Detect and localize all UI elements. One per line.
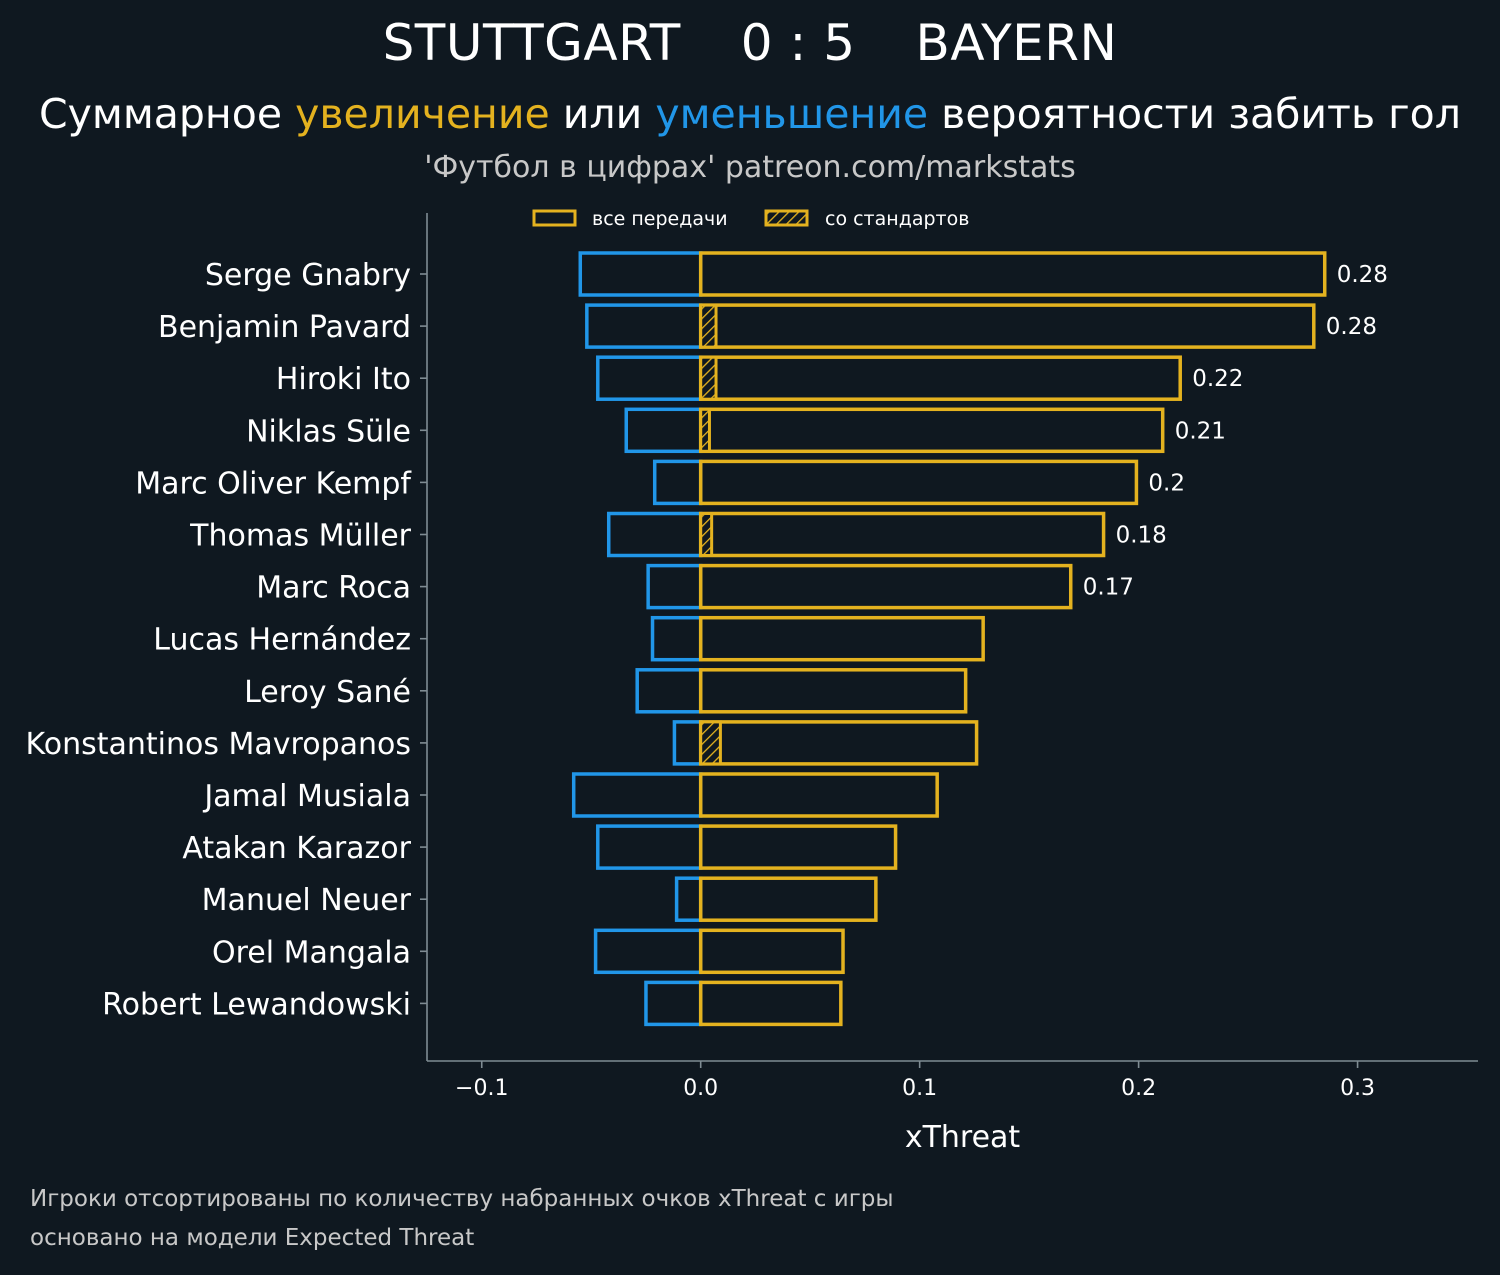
chart-subtitle: Суммарное увеличение или уменьшение веро… xyxy=(0,90,1500,138)
subtitle-increase-word: увеличение xyxy=(295,90,550,138)
increase-bar xyxy=(698,251,1327,297)
x-tick-label: −0.1 xyxy=(455,1076,508,1101)
increase-bar xyxy=(698,720,979,766)
player-label: Manuel Neuer xyxy=(202,883,412,918)
value-label: 0.2 xyxy=(1148,470,1185,496)
set-piece-bar xyxy=(699,407,711,453)
increase-bar xyxy=(698,511,1106,558)
set-piece-bar xyxy=(699,303,718,349)
decrease-bar xyxy=(624,407,703,454)
set-piece-bar xyxy=(699,355,718,401)
increase-bar xyxy=(698,668,968,714)
value-label: 0.21 xyxy=(1175,418,1226,444)
decrease-bar xyxy=(672,720,703,766)
footnote-sorting: Игроки отсортированы по количеству набра… xyxy=(30,1186,894,1212)
decrease-bar xyxy=(606,511,703,558)
player-label: Robert Lewandowski xyxy=(102,987,411,1022)
player-label: Leroy Sané xyxy=(244,675,411,710)
decrease-bar xyxy=(596,824,703,870)
increase-bar xyxy=(698,824,898,870)
increase-bar xyxy=(698,772,939,818)
legend-swatch-all-passes xyxy=(532,209,577,227)
player-label: Thomas Müller xyxy=(189,519,411,554)
increase-bar xyxy=(698,355,1182,401)
decrease-bar xyxy=(646,563,703,610)
player-label: Atakan Karazor xyxy=(182,831,411,866)
increase-bar xyxy=(698,928,845,975)
legend-label-set-pieces: со стандартов xyxy=(825,208,969,230)
increase-bar xyxy=(698,459,1139,506)
subtitle-decrease-word: уменьшение xyxy=(655,90,929,138)
footnote-model: основано на модели Expected Threat xyxy=(30,1225,475,1251)
player-label: Orel Mangala xyxy=(212,935,411,970)
x-tick-label: 0.0 xyxy=(683,1076,718,1101)
set-piece-bar xyxy=(699,720,722,766)
player-label: Marc Roca xyxy=(256,571,411,606)
increase-bar xyxy=(698,615,985,662)
player-label: Serge Gnabry xyxy=(205,258,411,293)
home-team: STUTTGART xyxy=(382,14,681,72)
value-label: 0.28 xyxy=(1337,262,1388,288)
increase-bar xyxy=(698,876,878,922)
player-label: Jamal Musiala xyxy=(202,779,411,814)
decrease-bar xyxy=(674,876,703,922)
value-label: 0.18 xyxy=(1116,523,1167,549)
value-label: 0.22 xyxy=(1192,366,1243,392)
decrease-bar xyxy=(585,303,703,349)
increase-bar xyxy=(698,407,1165,454)
match-score: 0 : 5 xyxy=(740,14,856,72)
subtitle-part2: или xyxy=(549,90,656,138)
decrease-bar xyxy=(635,668,703,714)
decrease-bar xyxy=(650,615,703,662)
player-label: Niklas Süle xyxy=(246,414,411,449)
set-piece-bar xyxy=(699,512,714,557)
x-axis-label: xThreat xyxy=(905,1120,1021,1155)
x-tick-label: 0.3 xyxy=(1340,1076,1375,1101)
match-score-title: STUTTGART 0 : 5 BAYERN xyxy=(0,14,1500,72)
x-tick-label: 0.2 xyxy=(1121,1076,1156,1101)
source-credit: 'Футбол в цифрах' patreon.com/markstats xyxy=(424,150,1076,185)
increase-bar xyxy=(698,563,1073,610)
decrease-bar xyxy=(578,251,703,297)
x-tick-label: 0.1 xyxy=(902,1076,937,1101)
increase-bar xyxy=(698,303,1316,349)
value-label: 0.17 xyxy=(1083,575,1134,601)
subtitle-part3: вероятности забить гол xyxy=(928,90,1461,138)
value-label: 0.28 xyxy=(1326,314,1377,340)
player-label: Lucas Hernández xyxy=(153,623,411,658)
decrease-bar xyxy=(571,772,703,818)
decrease-bar xyxy=(596,355,703,401)
decrease-bar xyxy=(593,928,703,975)
away-team: BAYERN xyxy=(915,14,1118,72)
player-label: Marc Oliver Kempf xyxy=(135,466,412,501)
legend-label-all-passes: все передачи xyxy=(592,208,728,230)
decrease-bar xyxy=(644,980,703,1027)
decrease-bar xyxy=(652,459,703,506)
legend-swatch-set-pieces xyxy=(764,209,809,227)
subtitle-part1: Суммарное xyxy=(39,90,296,138)
player-label: Hiroki Ito xyxy=(276,362,411,397)
player-label: Konstantinos Mavropanos xyxy=(26,727,411,762)
increase-bar xyxy=(698,980,843,1027)
player-label: Benjamin Pavard xyxy=(158,310,411,345)
